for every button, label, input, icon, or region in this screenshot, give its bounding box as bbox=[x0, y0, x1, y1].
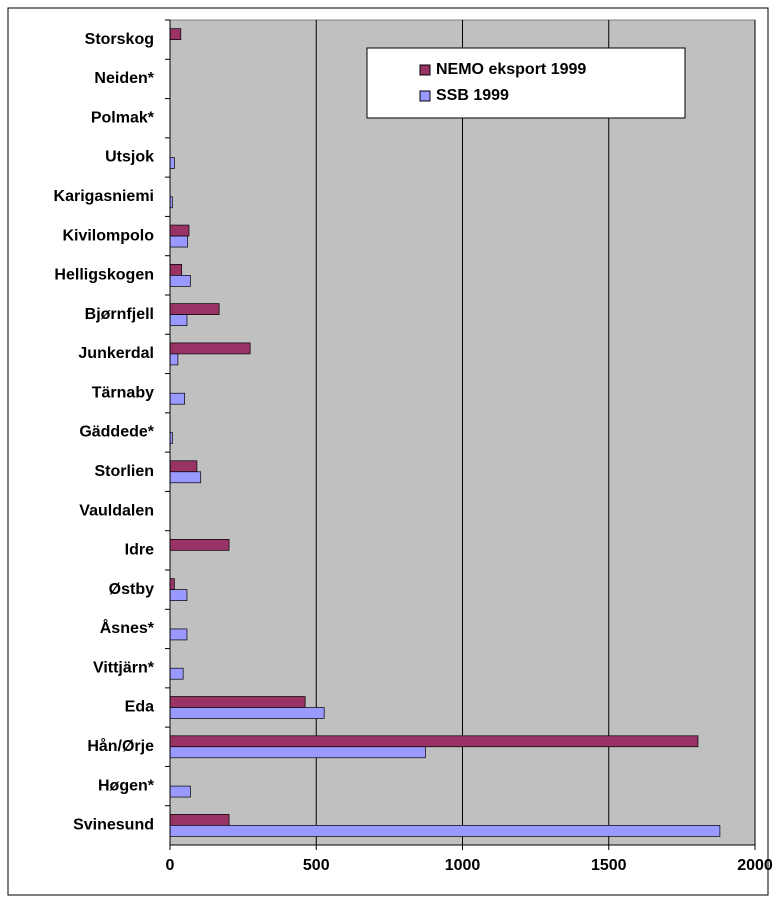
bar bbox=[169, 785, 191, 798]
y-tick-label: Storlien bbox=[94, 463, 154, 480]
y-tick-label: Karigasniemi bbox=[54, 188, 154, 205]
y-tick-label: Bjørnfjell bbox=[85, 306, 154, 323]
y-tick-label: Svinesund bbox=[73, 817, 154, 834]
bar bbox=[169, 696, 306, 708]
bar bbox=[169, 303, 220, 315]
x-tick-label: 1500 bbox=[591, 857, 627, 874]
y-tick-label: Utsjok bbox=[105, 149, 154, 166]
bar bbox=[169, 264, 183, 276]
x-tick-label: 1000 bbox=[445, 857, 481, 874]
y-tick-label: Østby bbox=[109, 581, 154, 598]
bar bbox=[169, 157, 175, 169]
bar bbox=[169, 539, 230, 551]
y-tick-label: Polmak* bbox=[91, 109, 155, 126]
bar bbox=[169, 667, 184, 680]
bar bbox=[169, 628, 188, 641]
bar bbox=[169, 314, 188, 326]
bar bbox=[169, 578, 175, 590]
y-tick-label: Høgen* bbox=[98, 777, 155, 794]
legend-swatch bbox=[419, 90, 431, 102]
bar bbox=[169, 735, 699, 748]
bar bbox=[169, 589, 188, 601]
x-tick-label: 0 bbox=[166, 857, 175, 874]
legend-swatch bbox=[419, 64, 431, 76]
y-tick-label: Storskog bbox=[85, 31, 154, 48]
bar bbox=[169, 224, 190, 237]
y-tick-label: Neiden* bbox=[94, 70, 154, 87]
bar bbox=[169, 460, 198, 473]
bar bbox=[169, 825, 721, 837]
bar bbox=[169, 746, 426, 759]
y-tick-label: Eda bbox=[125, 699, 154, 716]
bar bbox=[169, 342, 251, 355]
y-tick-label: Helligskogen bbox=[54, 267, 154, 284]
bar bbox=[169, 275, 191, 287]
y-tick-label: Tärnaby bbox=[92, 384, 154, 401]
bar bbox=[169, 353, 179, 366]
bar bbox=[169, 28, 182, 40]
x-tick-label: 2000 bbox=[737, 857, 773, 874]
y-tick-label: Junkerdal bbox=[78, 345, 154, 362]
y-tick-label: Gäddede* bbox=[79, 424, 154, 441]
bar bbox=[169, 707, 325, 719]
legend-box bbox=[366, 47, 686, 119]
y-tick-label: Hån/Ørje bbox=[87, 737, 154, 755]
y-tick-label: Vittjärn* bbox=[93, 659, 155, 676]
x-tick-label: 500 bbox=[303, 857, 330, 874]
bar bbox=[169, 471, 202, 484]
y-tick-label: Kivilompolo bbox=[62, 227, 154, 244]
y-tick-label: Vauldalen bbox=[79, 502, 154, 519]
bar bbox=[169, 235, 188, 248]
legend-label: NEMO eksport 1999 bbox=[436, 61, 586, 78]
bar bbox=[169, 392, 185, 405]
y-tick-label: Idre bbox=[125, 542, 154, 559]
y-tick-label: Åsnes* bbox=[100, 618, 155, 637]
bar bbox=[169, 814, 230, 826]
legend-label: SSB 1999 bbox=[436, 87, 509, 104]
